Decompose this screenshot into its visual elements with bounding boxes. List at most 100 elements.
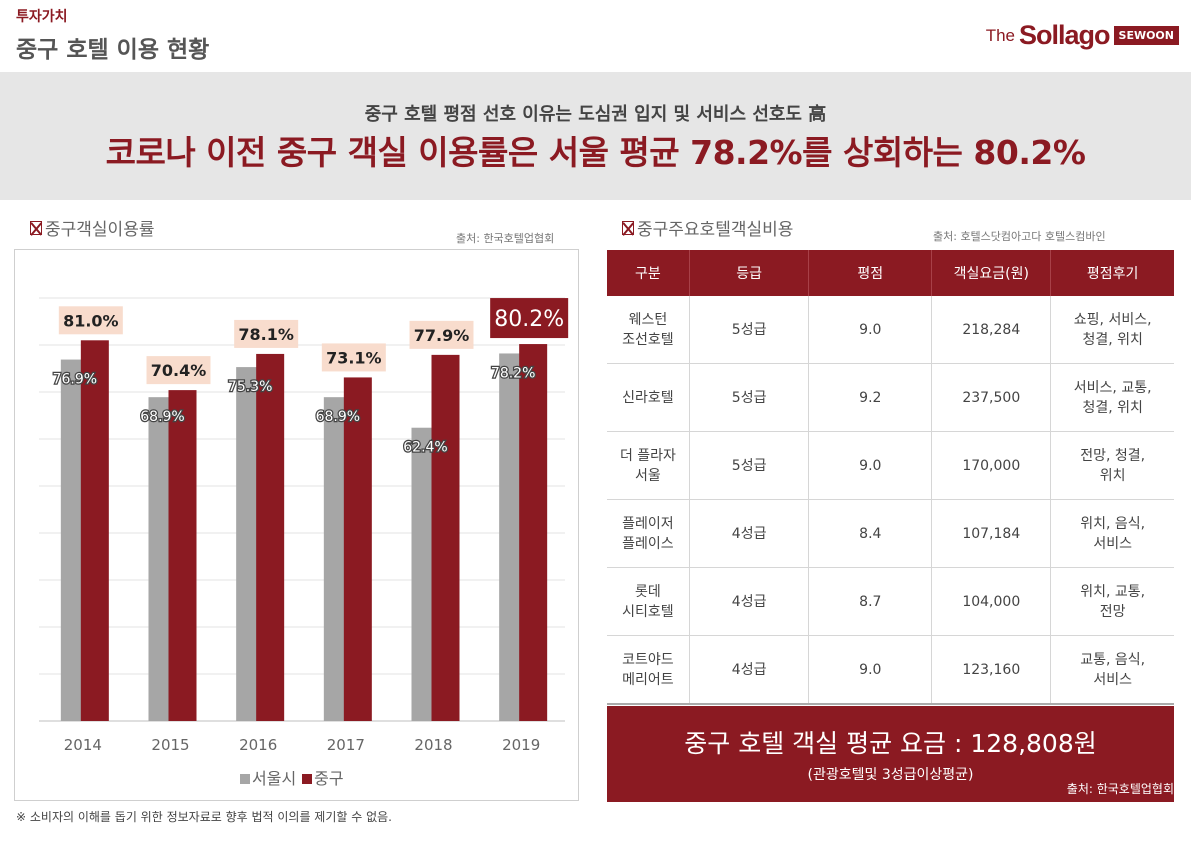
data-label-bg-junggu xyxy=(321,343,386,372)
data-label-seoul: 75.3% xyxy=(228,379,272,395)
banner-headline: 코로나 이전 중구 객실 이용률은 서울 평균 78.2%를 상회하는 80.2… xyxy=(105,133,1086,172)
occupancy-chart: 2014 76.9% 81.0% 2015 68.9% 70.4% 2016 75.3% 78.… xyxy=(14,249,579,801)
data-label-seoul: 76.9% xyxy=(53,372,97,388)
legend-swatch-junggu xyxy=(302,774,313,784)
category-label: 투자가치 xyxy=(16,9,68,25)
table-row: 코트야드 메리어트 4성급 9.0 123,160 교통, 음식, 서비스 xyxy=(607,635,1174,705)
legend-label-junggu: 중구 xyxy=(314,769,344,788)
data-label-bg-junggu xyxy=(490,298,569,339)
x-tick-label: 2015 xyxy=(151,736,189,754)
bar-junggu xyxy=(431,354,460,721)
legal-footnote: ※ 소비자의 이해를 돕기 위한 정보자료로 향후 법적 이의를 제기할 수 없… xyxy=(16,810,392,824)
table-row: 롯데 시티호텔 4성급 8.7 104,000 위치, 교통, 전망 xyxy=(607,567,1174,636)
data-label-junggu: 80.2% xyxy=(494,307,564,332)
data-label-seoul: 68.9% xyxy=(140,409,184,425)
table-cell-score: 8.7 xyxy=(808,567,933,636)
bar-junggu xyxy=(168,390,197,721)
table-cell-name: 롯데 시티호텔 xyxy=(607,567,690,636)
table-cell-price: 104,000 xyxy=(931,567,1052,636)
table-row: 플레이저 플레이스 4성급 8.4 107,184 위치, 음식, 서비스 xyxy=(607,499,1174,568)
table-cell-price: 218,284 xyxy=(931,296,1052,364)
table-cell-review: 쇼핑, 서비스, 청결, 위치 xyxy=(1050,296,1174,364)
table-cell-score: 9.2 xyxy=(808,363,933,432)
hotel-cost-title-text: 중구주요호텔객실비용 xyxy=(637,220,794,240)
bar-junggu xyxy=(80,340,109,721)
table-cell-score: 9.0 xyxy=(808,431,933,500)
summary-sub-text: (관광호텔및 3성급이상평균) xyxy=(807,767,974,783)
table-cell-price: 107,184 xyxy=(931,499,1052,568)
table-header-cell: 구분 xyxy=(607,250,690,296)
data-label-seoul: 62.4% xyxy=(403,440,447,456)
table-cell-review: 위치, 교통, 전망 xyxy=(1050,567,1174,636)
data-label-bg-junggu xyxy=(146,356,211,385)
data-label-junggu: 78.1% xyxy=(238,325,294,344)
summary-main-text: 중구 호텔 객실 평균 요금 : 128,808원 xyxy=(684,729,1097,758)
page-title: 중구 호텔 이용 현황 xyxy=(16,37,210,63)
table-cell-score: 9.0 xyxy=(808,296,933,364)
average-price-summary: 중구 호텔 객실 평균 요금 : 128,808원 (관광호텔및 3성급이상평균… xyxy=(607,706,1174,802)
x-tick-label: 2019 xyxy=(502,736,540,754)
data-label-junggu: 70.4% xyxy=(151,361,207,380)
legend-item-junggu: 중구 xyxy=(302,765,344,789)
legend-item-seoul: 서울시 xyxy=(240,765,296,789)
table-cell-name: 더 플라자 서울 xyxy=(607,431,690,500)
legend-label-seoul: 서울시 xyxy=(252,769,297,788)
data-label-junggu: 81.0% xyxy=(63,311,119,330)
table-cell-price: 123,160 xyxy=(931,635,1052,705)
data-label-bg-junggu xyxy=(58,306,123,335)
logo-badge: SEWOON xyxy=(1113,26,1179,45)
table-cell-grade: 4성급 xyxy=(689,499,810,568)
table-cell-name: 코트야드 메리어트 xyxy=(607,635,690,705)
table-cell-review: 전망, 청결, 위치 xyxy=(1050,431,1174,500)
brand-logo: The Sollago SEWOON xyxy=(986,20,1179,51)
chart-legend: 서울시 중구 xyxy=(240,765,344,789)
logo-the: The xyxy=(985,25,1015,45)
x-tick-label: 2018 xyxy=(414,736,452,754)
table-cell-grade: 5성급 xyxy=(689,431,810,500)
table-header-cell: 등급 xyxy=(689,250,810,296)
data-label-bg-junggu xyxy=(409,320,474,349)
table-cell-review: 위치, 음식, 서비스 xyxy=(1050,499,1174,568)
table-cell-name: 플레이저 플레이스 xyxy=(607,499,690,568)
x-tick-label: 2016 xyxy=(239,736,277,754)
bar-junggu xyxy=(519,344,548,721)
occupancy-chart-svg: 2014 76.9% 81.0% 2015 68.9% 70.4% 2016 75.3% 78.… xyxy=(39,297,569,754)
table-cell-name: 신라호텔 xyxy=(607,363,690,432)
logo-brand: Sollago xyxy=(1019,20,1111,50)
x-tick-label: 2017 xyxy=(327,736,365,754)
table-cell-price: 237,500 xyxy=(931,363,1052,432)
table-header-cell: 평점후기 xyxy=(1050,250,1174,296)
headline-banner xyxy=(0,72,1191,200)
table-cell-grade: 4성급 xyxy=(689,567,810,636)
table-row: 신라호텔 5성급 9.2 237,500 서비스, 교통, 청결, 위치 xyxy=(607,363,1174,432)
legend-swatch-seoul xyxy=(240,774,250,784)
data-label-junggu: 77.9% xyxy=(414,326,470,345)
table-cell-score: 9.0 xyxy=(808,635,933,705)
data-label-seoul: 68.9% xyxy=(316,409,360,425)
table-row: 더 플라자 서울 5성급 9.0 170,000 전망, 청결, 위치 xyxy=(607,431,1174,500)
bar-junggu xyxy=(343,377,372,721)
hotel-cost-table: 구분 등급 평점 객실요금(원) 평점후기 웨스턴 조선호텔 5성급 9.0 218,… xyxy=(607,250,1174,705)
table-cell-grade: 5성급 xyxy=(689,296,810,364)
table-cell-review: 서비스, 교통, 청결, 위치 xyxy=(1050,363,1174,432)
table-cell-name: 웨스턴 조선호텔 xyxy=(607,296,690,364)
checkbox-x-icon xyxy=(30,220,42,235)
data-label-seoul: 78.2% xyxy=(491,365,535,381)
table-cell-review: 교통, 음식, 서비스 xyxy=(1050,635,1174,705)
checkbox-x-icon xyxy=(622,220,634,235)
table-cell-price: 170,000 xyxy=(931,431,1052,500)
occupancy-source: 출처: 한국호텔업협회 xyxy=(456,232,555,245)
hotel-cost-section-title: 중구주요호텔객실비용 xyxy=(622,215,793,240)
data-label-bg-junggu xyxy=(234,319,299,348)
summary-source: 출처: 한국호텔업협회 xyxy=(1066,782,1174,796)
table-cell-grade: 4성급 xyxy=(689,635,810,705)
data-label-junggu: 73.1% xyxy=(326,348,382,367)
banner-subtitle: 중구 호텔 평점 선호 이유는 도심권 입지 및 서비스 선호도 高 xyxy=(364,104,827,125)
occupancy-title-text: 중구객실이용률 xyxy=(45,220,155,240)
table-header-cell: 객실요금(원) xyxy=(931,250,1052,296)
table-cell-grade: 5성급 xyxy=(689,363,810,432)
table-header-cell: 평점 xyxy=(808,250,933,296)
table-header-row: 구분 등급 평점 객실요금(원) 평점후기 xyxy=(607,250,1174,296)
table-row: 웨스턴 조선호텔 5성급 9.0 218,284 쇼핑, 서비스, 청결, 위치 xyxy=(607,296,1174,364)
x-tick-label: 2014 xyxy=(64,736,102,754)
